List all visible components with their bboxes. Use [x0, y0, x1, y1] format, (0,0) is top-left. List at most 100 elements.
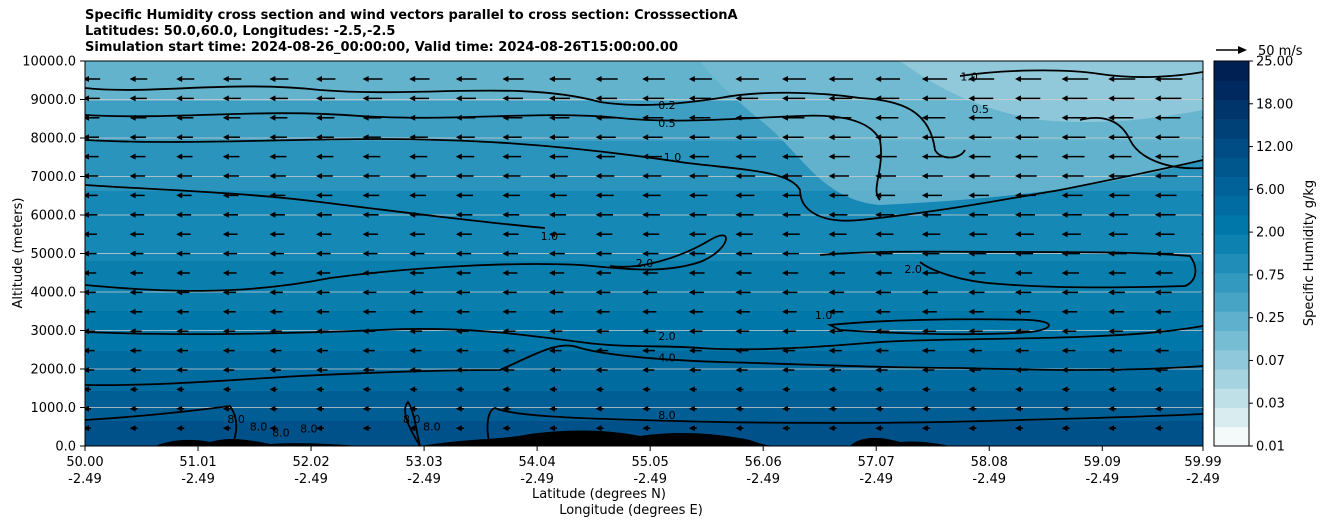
wind-vector-head: [642, 211, 649, 218]
wind-vector-head: [316, 405, 322, 412]
x-tick-label-lon: -2.49: [746, 472, 780, 487]
wind-vector-head: [409, 367, 416, 373]
wind-vector-head: [642, 76, 649, 82]
wind-vector-head: [735, 405, 742, 412]
wind-vector-head: [362, 76, 369, 82]
wind-vector-head: [269, 386, 276, 393]
contour-line: [85, 405, 238, 446]
wind-vector-head: [502, 211, 509, 218]
wind-vector-head: [828, 134, 835, 141]
wind-vector-head: [362, 367, 369, 373]
wind-vector-head: [362, 308, 369, 315]
x-tick-label-lon: -2.49: [859, 472, 893, 487]
wind-vector-head: [269, 308, 276, 315]
colorbar-swatch: [1214, 99, 1249, 120]
contour-label: 1.0: [664, 151, 682, 164]
wind-vector-head: [1108, 308, 1115, 315]
wind-vector-head: [828, 192, 835, 199]
wind-vector-head: [222, 192, 229, 199]
wind-vector-head: [1154, 405, 1161, 412]
contour-label-group: 0.20.51.01.02.02.04.08.02.01.00.51.08.08…: [227, 70, 989, 439]
contour-label: 8.0: [250, 421, 268, 434]
contour-label: 8.0: [403, 413, 421, 426]
y-tick-label: 0.0: [55, 440, 76, 455]
wind-vector-head: [828, 173, 835, 179]
x-tick-label-lat: 59.09: [1084, 455, 1121, 470]
y-axis-label: Altitude (meters): [11, 198, 26, 309]
wind-vector-head: [1108, 134, 1115, 141]
wind-vector-head: [1061, 76, 1068, 82]
humidity-band: [85, 391, 1203, 421]
wind-vector-head: [1154, 114, 1161, 121]
wind-vector-head: [968, 153, 975, 160]
wind-vector-head: [921, 134, 928, 141]
wind-vector-head: [502, 231, 509, 238]
wind-vector-head: [129, 386, 136, 393]
contour-label: 0.2: [658, 99, 676, 112]
wind-vector-head: [1061, 405, 1068, 412]
wind-vector-head: [455, 405, 462, 412]
x-axis-label-longitude: Longitude (degrees E): [559, 503, 703, 518]
wind-vector-head: [595, 192, 602, 199]
wind-vector-head: [316, 328, 322, 335]
wind-vector-head: [222, 173, 229, 179]
wind-vector-head: [269, 289, 276, 296]
wind-vector-head: [269, 153, 276, 160]
wind-vector-head: [176, 270, 183, 276]
wind-vector-head: [642, 231, 649, 238]
wind-vector-head: [1061, 153, 1068, 160]
x-tick-label-lat: 59.99: [1184, 455, 1221, 470]
wind-vector-head: [85, 367, 89, 373]
wind-vector-head: [85, 250, 89, 257]
wind-vector-head: [85, 153, 89, 160]
wind-vector-head: [316, 231, 322, 238]
wind-vector-head: [222, 328, 229, 335]
wind-vector-head: [688, 308, 695, 315]
wind-vector-head: [129, 211, 136, 218]
wind-vector-head: [502, 289, 509, 296]
contour-line: [404, 400, 421, 446]
wind-vector-head: [85, 231, 89, 238]
wind-vector-head: [269, 192, 276, 199]
wind-vector-head: [921, 192, 928, 199]
contour-line: [85, 325, 1203, 351]
wind-vector-head: [502, 367, 509, 373]
wind-vector-head: [85, 386, 89, 393]
wind-vector-head: [828, 308, 835, 315]
wind-vector-head: [85, 114, 89, 121]
wind-vector-head: [1154, 386, 1161, 393]
wind-vector-head: [968, 270, 975, 276]
wind-vector-head: [222, 386, 229, 393]
wind-vector-head: [595, 173, 602, 179]
wind-vector-head: [1061, 270, 1068, 276]
wind-vector-head: [409, 153, 416, 160]
wind-vector-head: [409, 95, 416, 102]
colorbar-frame: [1213, 60, 1250, 447]
wind-vector-head: [1154, 367, 1161, 373]
wind-vector-head: [222, 308, 229, 315]
terrain: [155, 430, 950, 446]
wind-vector-head: [921, 347, 928, 354]
wind-vector-head: [1108, 153, 1115, 160]
wind-vector-head: [455, 425, 462, 432]
wind-vector-head: [688, 231, 695, 238]
wind-vector-head: [1015, 347, 1021, 354]
wind-vector-head: [129, 114, 136, 121]
wind-vector-head: [1108, 367, 1115, 373]
y-tick-label: 9000.0: [31, 93, 77, 108]
contour-label: 8.0: [658, 409, 676, 422]
wind-vector-head: [1108, 76, 1115, 82]
wind-vector-head: [176, 367, 183, 373]
wind-vector-head: [642, 134, 649, 141]
wind-vector-head: [1154, 328, 1161, 335]
wind-vector-head: [502, 76, 509, 82]
x-tick-label-lon: -2.49: [972, 472, 1006, 487]
wind-vector-head: [735, 153, 742, 160]
wind-vector-head: [502, 308, 509, 315]
x-axis: 50.00 -2.49 51.01 -2.49 52.02 -2.49 53.03 -2.49…: [66, 446, 1222, 487]
wind-vector-head: [828, 76, 835, 82]
wind-vector-head: [921, 425, 928, 432]
wind-vector-head: [176, 192, 183, 199]
colorbar: 0.01 0.03 0.07 0.25 0.75 2.00 6.00 12.00 18.00 25…: [1213, 55, 1293, 455]
